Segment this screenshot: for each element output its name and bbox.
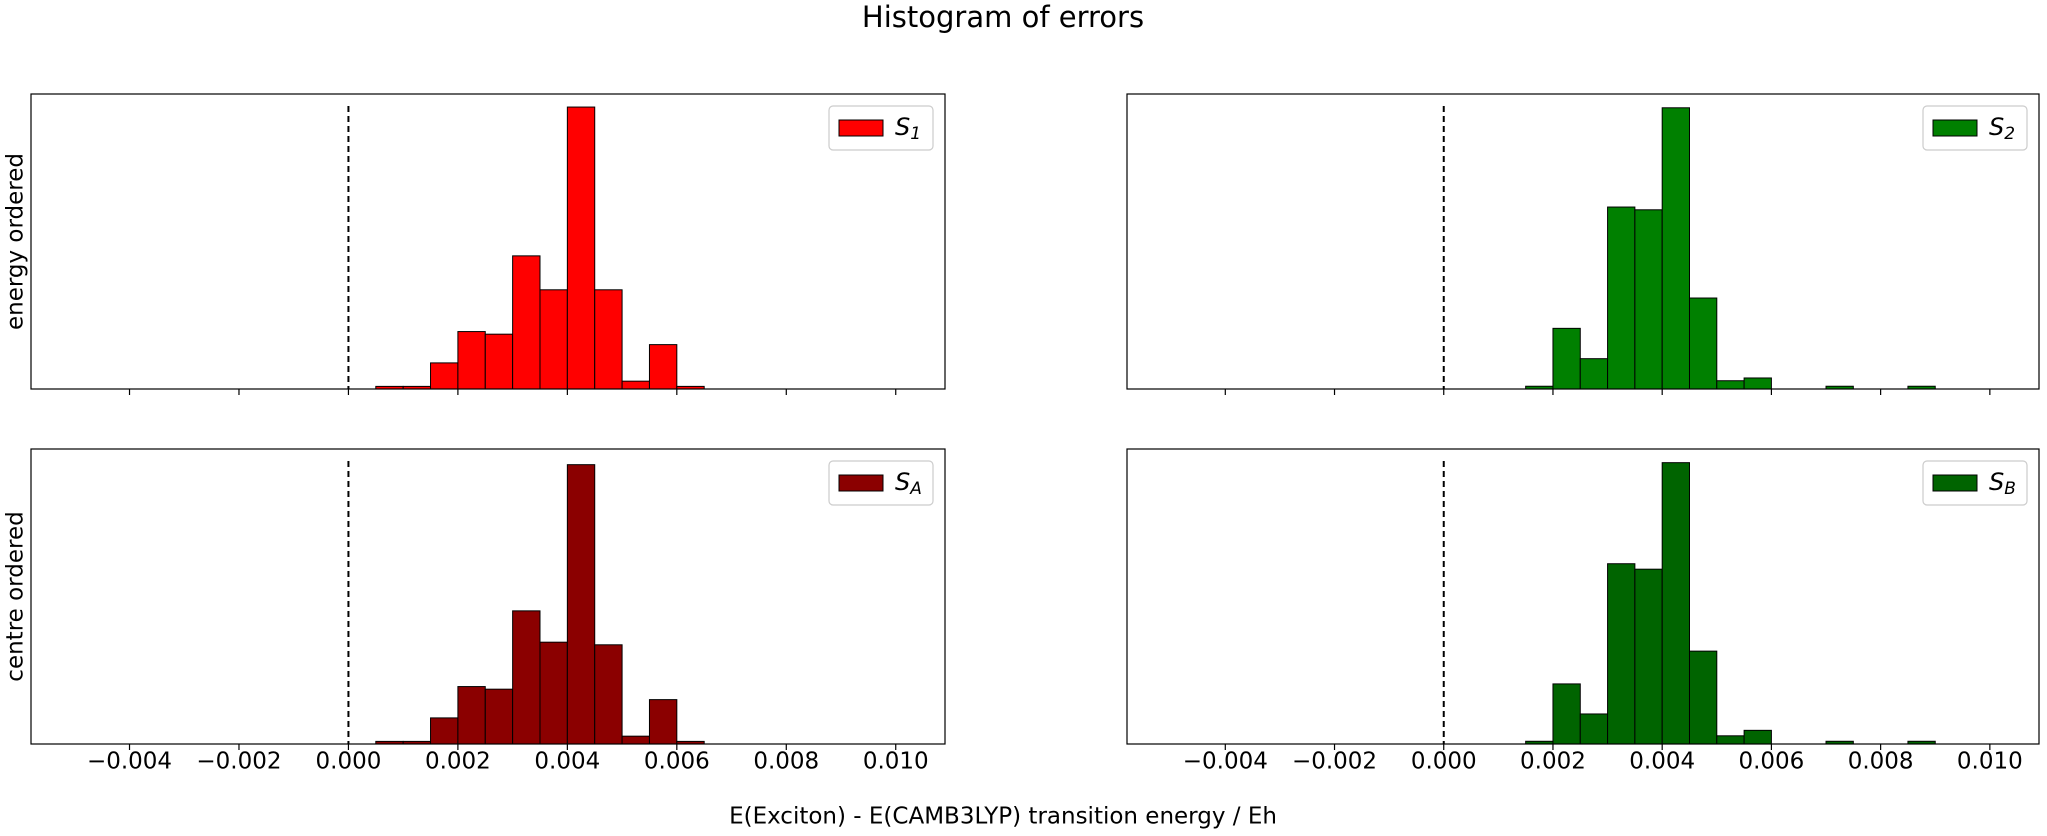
axes-frame bbox=[1126, 448, 2040, 745]
histogram-bar bbox=[1743, 377, 1772, 390]
legend-subscript: B bbox=[2004, 479, 2016, 499]
legend-swatch bbox=[1932, 119, 1978, 137]
x-tick-label: 0.008 bbox=[753, 749, 819, 775]
x-tick-label: 0.002 bbox=[425, 749, 491, 775]
legend-subscript: A bbox=[909, 479, 922, 499]
histogram-bar bbox=[1634, 209, 1663, 390]
x-tick-label: 0.008 bbox=[1848, 749, 1914, 775]
x-tick-label: 0.006 bbox=[1738, 749, 1804, 775]
legend-subscript: 1 bbox=[910, 124, 921, 144]
histogram-bar bbox=[430, 362, 459, 390]
x-tick-label: −0.004 bbox=[87, 749, 172, 775]
histogram-bar bbox=[539, 289, 568, 390]
histogram-bar bbox=[621, 380, 650, 390]
x-tick-label: 0.010 bbox=[863, 749, 929, 775]
x-tick-label: 0.010 bbox=[1957, 749, 2023, 775]
x-tick-label: 0.002 bbox=[1520, 749, 1586, 775]
x-tick-label: −0.002 bbox=[1292, 749, 1377, 775]
legend-name: S bbox=[1989, 468, 2004, 496]
x-tick-label: 0.000 bbox=[316, 749, 382, 775]
histogram-bar bbox=[648, 699, 678, 745]
x-tick-label: −0.002 bbox=[196, 749, 281, 775]
histogram-bar bbox=[1716, 380, 1745, 390]
axes-frame bbox=[30, 93, 946, 390]
histogram-bar bbox=[621, 735, 650, 745]
histogram-bar bbox=[484, 688, 514, 745]
legend-label: SA bbox=[895, 468, 922, 499]
histogram-bar bbox=[1661, 107, 1690, 390]
histogram-bar bbox=[1579, 713, 1609, 745]
x-tick-label: 0.000 bbox=[1411, 749, 1477, 775]
histogram-bar bbox=[1634, 568, 1663, 745]
histogram-bar bbox=[512, 255, 541, 390]
histogram-bar bbox=[457, 686, 486, 745]
x-tick-label: 0.004 bbox=[534, 749, 600, 775]
histogram-bar bbox=[1552, 683, 1581, 745]
histogram-bar bbox=[1688, 297, 1718, 390]
axes-frame bbox=[30, 448, 946, 745]
legend-subscript: 2 bbox=[2004, 124, 2015, 144]
x-tick-label: 0.006 bbox=[644, 749, 710, 775]
histogram-bar bbox=[1716, 735, 1745, 745]
histogram-bar bbox=[1743, 729, 1772, 745]
histogram-bar bbox=[566, 106, 596, 390]
legend-name: S bbox=[895, 113, 910, 141]
histogram-bar bbox=[1579, 358, 1609, 390]
histogram-bar bbox=[1607, 563, 1636, 745]
x-axis-label: E(Exciton) - E(CAMB3LYP) transition ener… bbox=[729, 804, 1277, 830]
legend-label: S1 bbox=[895, 113, 921, 144]
histogram-bar bbox=[1688, 650, 1718, 745]
legend-name: S bbox=[895, 468, 910, 496]
legend-name: S bbox=[1989, 113, 2004, 141]
legend-swatch bbox=[838, 119, 884, 137]
histogram-bar bbox=[1661, 462, 1690, 745]
histogram-bar bbox=[648, 344, 678, 390]
histogram-bar bbox=[594, 644, 623, 745]
histogram-bar bbox=[566, 464, 596, 745]
x-tick-label: −0.004 bbox=[1183, 749, 1268, 775]
histogram-bar bbox=[484, 333, 514, 390]
axes-frame bbox=[1126, 93, 2040, 390]
y-axis-label: energy ordered bbox=[3, 153, 29, 330]
histogram-bar bbox=[430, 717, 459, 745]
histogram-bar bbox=[539, 641, 568, 745]
legend-label: S2 bbox=[1989, 113, 2015, 144]
x-tick-label: 0.004 bbox=[1629, 749, 1695, 775]
histogram-bar bbox=[1607, 206, 1636, 390]
histogram-bar bbox=[457, 331, 486, 390]
histogram-bar bbox=[512, 610, 541, 745]
histogram-bar bbox=[1552, 327, 1581, 390]
legend-swatch bbox=[838, 474, 884, 492]
legend-label: SB bbox=[1989, 468, 2016, 499]
y-axis-label: centre ordered bbox=[3, 511, 29, 681]
histogram-bar bbox=[594, 289, 623, 390]
figure-title: Histogram of errors bbox=[862, 0, 1144, 34]
legend-swatch bbox=[1932, 474, 1978, 492]
